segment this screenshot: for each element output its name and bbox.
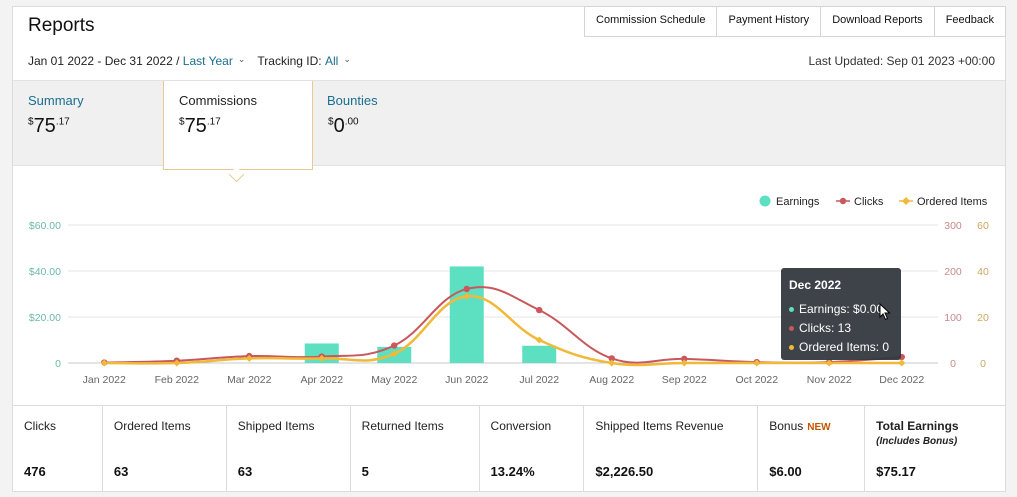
tooltip-ordered: Ordered Items: 0 xyxy=(799,340,890,354)
ordered-items-point xyxy=(245,354,253,362)
x-tick-label: Feb 2022 xyxy=(155,374,200,386)
x-tick-label: Jul 2022 xyxy=(519,374,559,386)
tab-amount: $75.17 xyxy=(179,115,221,137)
y-right-items-tick-label: 60 xyxy=(977,220,989,232)
y-left-tick-label: $20.00 xyxy=(29,312,61,324)
stats-row: Clicks 476 Ordered Items 63 Shipped Items 6… xyxy=(13,405,1005,492)
ordered-items-point xyxy=(100,359,108,367)
tooltip-title: Dec 2022 xyxy=(789,278,842,292)
period-dropdown[interactable]: Last Year xyxy=(182,54,233,68)
stat-ordered-items: Ordered Items 63 xyxy=(103,406,227,492)
x-tick-label: Oct 2022 xyxy=(735,374,778,386)
y-right-clicks-tick-label: 200 xyxy=(944,266,962,278)
top-links: Commission Schedule Payment History Down… xyxy=(584,6,1006,37)
x-tick-label: Mar 2022 xyxy=(227,374,272,386)
earnings-chart: $60.00$40.00$20.00030020010006040200Jan … xyxy=(29,195,989,386)
x-tick-label: Jun 2022 xyxy=(445,374,488,386)
clicks-point xyxy=(463,285,470,293)
chevron-down-icon[interactable]: ⌄ xyxy=(237,54,246,64)
x-tick-label: Apr 2022 xyxy=(300,374,343,386)
stat-shipped-items: Shipped Items 63 xyxy=(227,406,351,492)
y-right-items-tick-label: 40 xyxy=(977,266,989,278)
tab-summary[interactable]: Summary $75.17 xyxy=(13,81,163,165)
feedback-link[interactable]: Feedback xyxy=(933,7,1005,36)
x-tick-label: Dec 2022 xyxy=(879,374,924,386)
tab-bounties[interactable]: Bounties $0.00 xyxy=(313,81,463,165)
stat-total-earnings: Total Earnings (Includes Bonus) $75.17 xyxy=(876,419,959,479)
ordered-items-legend-icon xyxy=(902,197,910,205)
y-right-items-tick-label: 0 xyxy=(980,358,986,370)
tooltip-earnings: Earnings: $0.00 xyxy=(799,302,884,316)
tab-label: Summary xyxy=(28,93,84,108)
ordered-items-point xyxy=(825,359,833,367)
stat-shipped-revenue: Shipped Items Revenue $2,226.50 xyxy=(584,406,759,492)
ordered-items-point xyxy=(535,336,543,344)
y-left-tick-label: $60.00 xyxy=(29,220,61,232)
filters-bar: Jan 01 2022 - Dec 31 2022 / Last Year ⌄ … xyxy=(28,54,351,68)
tooltip-clicks: Clicks: 13 xyxy=(799,321,852,335)
ordered-items-point xyxy=(898,359,906,367)
last-updated-text: Last Updated: Sep 01 2023 +00:00 xyxy=(808,54,996,68)
chevron-down-icon[interactable]: ⌄ xyxy=(343,54,351,64)
tab-label: Bounties xyxy=(327,93,378,108)
tabs-band: Summary $75.17 Commissions $75.17 Bounti… xyxy=(13,80,1005,170)
tab-label: Commissions xyxy=(179,93,258,108)
stat-bonus: Bonus NEW $6.00 xyxy=(758,406,866,492)
stat-returned-items: Returned Items 5 xyxy=(351,406,480,492)
y-left-tick-label: $40.00 xyxy=(29,266,61,278)
clicks-legend-icon xyxy=(839,197,847,205)
ordered-items-point xyxy=(680,359,688,367)
stat-clicks: Clicks 476 xyxy=(13,406,103,492)
tracking-id-label: Tracking ID: xyxy=(257,54,322,68)
y-right-clicks-tick-label: 0 xyxy=(950,358,956,370)
earnings-bar xyxy=(449,266,484,363)
clicks-point xyxy=(391,342,398,349)
earnings-bar xyxy=(522,345,557,363)
x-tick-label: Aug 2022 xyxy=(589,374,634,386)
earnings-legend-icon xyxy=(759,195,771,207)
earnings-dot-icon xyxy=(789,307,794,313)
ordered-items-point xyxy=(390,350,398,358)
x-tick-label: Sep 2022 xyxy=(662,374,707,386)
clicks-point xyxy=(608,355,615,362)
y-right-clicks-tick-label: 100 xyxy=(944,312,962,324)
ordered-dot-icon xyxy=(789,345,794,351)
stat-conversion: Conversion 13.24% xyxy=(480,406,585,492)
ordered-items-point xyxy=(463,292,471,300)
legend-label: Ordered Items xyxy=(917,196,988,208)
clicks-dot-icon xyxy=(789,326,794,332)
tab-amount: $0.00 xyxy=(328,115,359,137)
x-tick-label: May 2022 xyxy=(371,374,417,386)
tab-commissions[interactable]: Commissions $75.17 xyxy=(163,81,313,170)
tracking-id-dropdown[interactable]: All xyxy=(324,54,339,68)
legend-label: Earnings xyxy=(776,196,820,208)
ordered-items-point xyxy=(608,359,616,367)
download-reports-link[interactable]: Download Reports xyxy=(820,7,934,36)
clicks-point xyxy=(536,306,543,314)
page-title: Reports xyxy=(28,15,95,36)
tab-amount: $75.17 xyxy=(28,115,70,137)
y-right-clicks-tick-label: 300 xyxy=(944,220,962,232)
clicks-point xyxy=(681,355,688,363)
reports-card: Reports Commission Schedule Payment Hist… xyxy=(12,6,1006,492)
y-left-tick-label: 0 xyxy=(55,358,61,370)
ordered-items-point xyxy=(173,359,181,367)
mouse-cursor-icon xyxy=(879,303,891,321)
ordered-items-point xyxy=(318,354,326,362)
x-tick-label: Nov 2022 xyxy=(807,374,852,386)
x-tick-label: Jan 2022 xyxy=(83,374,126,386)
new-badge: NEW xyxy=(807,422,831,433)
y-right-items-tick-label: 20 xyxy=(977,312,989,324)
ordered-items-point xyxy=(753,359,761,367)
payment-history-link[interactable]: Payment History xyxy=(716,7,821,36)
legend-label: Clicks xyxy=(854,196,884,208)
date-range-label: Jan 01 2022 - Dec 31 2022 xyxy=(28,54,173,68)
commission-schedule-link[interactable]: Commission Schedule xyxy=(585,7,717,36)
